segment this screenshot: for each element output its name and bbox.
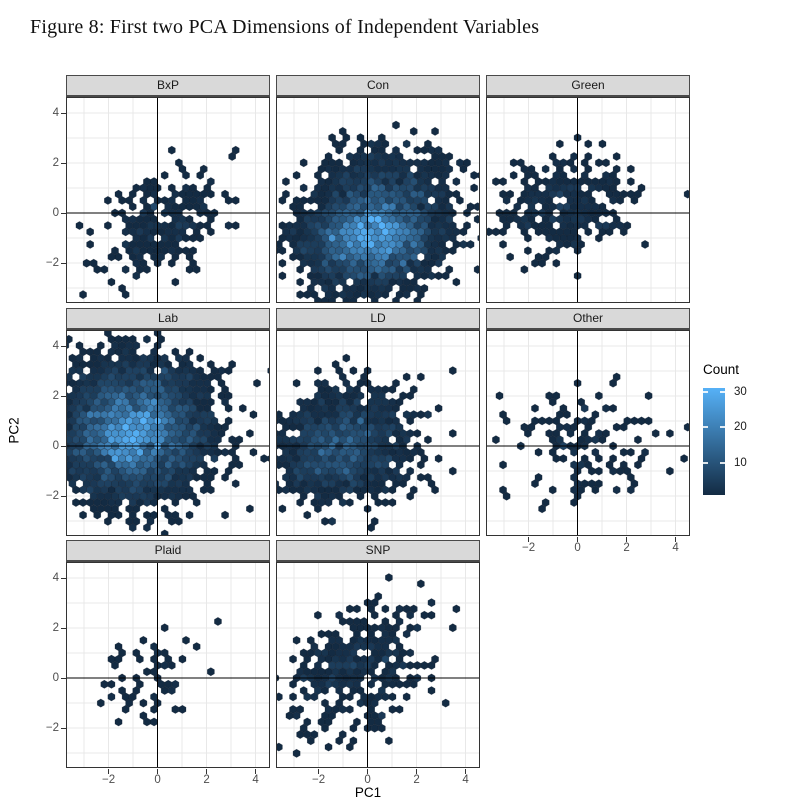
facet-panel-green [486, 97, 690, 303]
y-tick-mark [61, 577, 66, 579]
x-tick-label: 2 [623, 542, 630, 554]
facet-strip: Other [486, 308, 690, 330]
y-tick-label: 2 [52, 622, 59, 634]
x-tick-mark [416, 769, 418, 774]
facet-panel-lab [66, 330, 270, 536]
facet-panel-plaid [66, 562, 270, 768]
x-tick-mark [577, 537, 579, 542]
x-tick-label: −2 [102, 774, 116, 786]
facet-strip-label: BxP [156, 78, 179, 92]
facet-strip: SNP [276, 540, 480, 562]
legend-gradient-bar [703, 388, 725, 495]
y-tick-label: 4 [52, 572, 59, 584]
x-tick-label: 0 [574, 542, 581, 554]
y-tick-label: 4 [52, 107, 59, 119]
facet-strip: Con [276, 75, 480, 97]
y-tick-mark [61, 495, 66, 497]
x-tick-label: −2 [312, 774, 326, 786]
x-tick-mark [367, 769, 369, 774]
facet-ld: LD [276, 308, 480, 536]
facet-lab: Lab [66, 308, 270, 536]
x-tick-label: 4 [462, 774, 469, 786]
y-tick-mark [61, 727, 66, 729]
x-tick-mark [528, 537, 530, 542]
facet-strip: Plaid [66, 540, 270, 562]
legend-tick-label: 30 [734, 385, 747, 398]
legend-tick-label: 20 [734, 421, 747, 434]
legend-tick-mark [703, 426, 708, 429]
facet-green: Green [486, 75, 690, 303]
x-axis-title: PC1 [354, 785, 382, 800]
x-tick-mark [465, 769, 467, 774]
facet-panel-snp [276, 562, 480, 768]
facet-plaid: Plaid [66, 540, 270, 768]
facet-strip: BxP [66, 75, 270, 97]
x-tick-label: 2 [413, 774, 420, 786]
x-tick-label: 2 [203, 774, 210, 786]
y-tick-mark [61, 395, 66, 397]
y-tick-mark [61, 627, 66, 629]
facet-bxp: BxP [66, 75, 270, 303]
legend-tick-mark [720, 461, 725, 464]
y-tick-mark [61, 262, 66, 264]
facet-panel-bxp [66, 97, 270, 303]
facet-strip-label: Plaid [154, 543, 182, 557]
y-axis-title: PC2 [6, 417, 22, 444]
x-tick-mark [108, 769, 110, 774]
facet-strip: Green [486, 75, 690, 97]
legend-tick-mark [703, 461, 708, 464]
x-tick-label: 0 [364, 774, 371, 786]
x-tick-mark [318, 769, 320, 774]
x-tick-label: 4 [252, 774, 259, 786]
x-tick-mark [206, 769, 208, 774]
x-tick-label: −2 [522, 542, 536, 554]
figure-caption: Figure 8: First two PCA Dimensions of In… [30, 16, 540, 38]
y-tick-mark [61, 112, 66, 114]
y-tick-label: 0 [52, 207, 59, 219]
y-tick-label: 0 [52, 672, 59, 684]
y-tick-mark [61, 677, 66, 679]
x-tick-mark [675, 537, 677, 542]
legend-tick-mark [703, 390, 708, 393]
y-tick-mark [61, 212, 66, 214]
x-tick-mark [626, 537, 628, 542]
legend-tick-mark [720, 390, 725, 393]
y-tick-label: 4 [52, 340, 59, 352]
facet-strip-label: Con [366, 78, 389, 92]
facet-con: Con [276, 75, 480, 303]
x-tick-mark [255, 769, 257, 774]
legend-tick-label: 10 [734, 456, 747, 469]
facet-strip: LD [276, 308, 480, 330]
x-tick-label: 0 [154, 774, 161, 786]
facet-strip-label: LD [370, 311, 386, 325]
legend-tick-mark [720, 426, 725, 429]
facet-strip-label: Lab [157, 311, 179, 325]
x-tick-mark [157, 769, 159, 774]
facet-strip-label: Green [571, 78, 605, 92]
facet-panel-con [276, 97, 480, 303]
facet-other: Other [486, 308, 690, 536]
legend-title: Count [703, 362, 740, 377]
y-tick-label: 0 [52, 440, 59, 452]
y-tick-label: 2 [52, 157, 59, 169]
facet-panel-other [486, 330, 690, 536]
y-tick-label: 2 [52, 390, 59, 402]
y-tick-label: −2 [45, 722, 59, 734]
y-tick-mark [61, 162, 66, 164]
y-tick-mark [61, 445, 66, 447]
facet-snp: SNP [276, 540, 480, 768]
y-tick-label: −2 [45, 490, 59, 502]
facet-strip: Lab [66, 308, 270, 330]
facet-panel-ld [276, 330, 480, 536]
y-tick-label: −2 [45, 257, 59, 269]
legend: Count 30 20 10 [695, 362, 787, 522]
x-tick-label: 4 [672, 542, 679, 554]
facet-strip-label: Other [572, 311, 603, 325]
y-tick-mark [61, 345, 66, 347]
facet-strip-label: SNP [365, 543, 391, 557]
